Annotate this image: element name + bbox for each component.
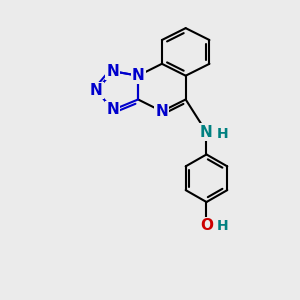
Text: N: N <box>90 83 103 98</box>
Text: N: N <box>106 102 119 117</box>
Text: O: O <box>200 218 213 233</box>
Text: H: H <box>217 219 229 233</box>
Text: N: N <box>200 125 213 140</box>
Text: H: H <box>217 127 229 141</box>
Text: N: N <box>132 68 145 83</box>
Text: N: N <box>155 104 168 119</box>
Text: N: N <box>106 64 119 79</box>
